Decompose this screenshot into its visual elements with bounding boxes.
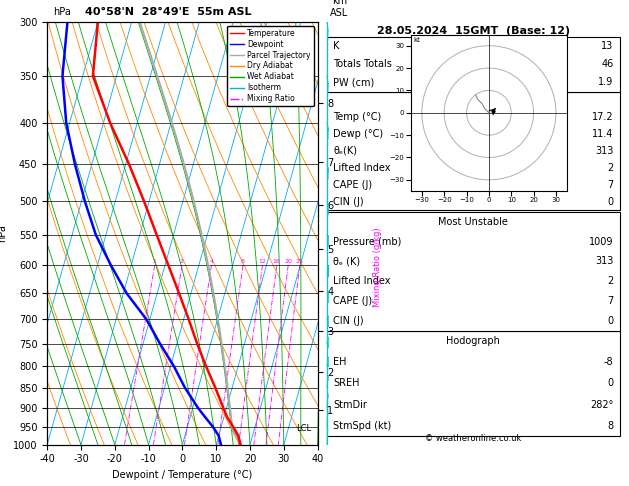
Text: 7: 7 (607, 180, 613, 190)
X-axis label: Dewpoint / Temperature (°C): Dewpoint / Temperature (°C) (113, 470, 252, 480)
Text: 7: 7 (607, 296, 613, 306)
Text: 1009: 1009 (589, 237, 613, 247)
Text: θₑ(K): θₑ(K) (333, 146, 357, 156)
Text: km
ASL: km ASL (330, 0, 348, 17)
Text: 313: 313 (595, 257, 613, 266)
Text: Temp (°C): Temp (°C) (333, 112, 381, 122)
Text: CAPE (J): CAPE (J) (333, 180, 372, 190)
Text: 17.2: 17.2 (592, 112, 613, 122)
Text: K: K (333, 41, 340, 51)
Text: CIN (J): CIN (J) (333, 196, 364, 207)
Text: Dewp (°C): Dewp (°C) (333, 129, 383, 139)
Text: © weatheronline.co.uk: © weatheronline.co.uk (425, 434, 521, 443)
Text: 20: 20 (284, 260, 292, 264)
Text: 8: 8 (608, 421, 613, 431)
Text: 12: 12 (259, 260, 266, 264)
Text: EH: EH (333, 357, 347, 367)
Text: 4: 4 (209, 260, 213, 264)
Text: 1: 1 (153, 260, 157, 264)
Text: 28.05.2024  15GMT  (Base: 12): 28.05.2024 15GMT (Base: 12) (377, 26, 570, 36)
Bar (327, 330, 620, 436)
Text: LCL: LCL (296, 424, 311, 433)
Text: 2: 2 (607, 276, 613, 286)
Text: StmDir: StmDir (333, 399, 367, 410)
Text: 313: 313 (595, 146, 613, 156)
Text: 2: 2 (607, 163, 613, 173)
Text: Pressure (mb): Pressure (mb) (333, 237, 401, 247)
Legend: Temperature, Dewpoint, Parcel Trajectory, Dry Adiabat, Wet Adiabat, Isotherm, Mi: Temperature, Dewpoint, Parcel Trajectory… (228, 26, 314, 106)
Text: 0: 0 (608, 196, 613, 207)
Text: Lifted Index: Lifted Index (333, 276, 391, 286)
Y-axis label: hPa: hPa (0, 225, 8, 242)
Text: 282°: 282° (590, 399, 613, 410)
Bar (327, 92, 620, 210)
Text: Hodograph: Hodograph (447, 336, 500, 346)
Text: 13: 13 (601, 41, 613, 51)
Text: 11.4: 11.4 (592, 129, 613, 139)
Bar (327, 36, 620, 92)
Text: Lifted Index: Lifted Index (333, 163, 391, 173)
Text: -8: -8 (604, 357, 613, 367)
Text: 0: 0 (608, 379, 613, 388)
Text: 2: 2 (180, 260, 184, 264)
Text: CIN (J): CIN (J) (333, 316, 364, 326)
Text: 46: 46 (601, 59, 613, 69)
Text: 25: 25 (296, 260, 304, 264)
Text: 0: 0 (608, 316, 613, 326)
Text: SREH: SREH (333, 379, 360, 388)
Text: kt: kt (413, 37, 420, 43)
Bar (327, 212, 620, 330)
Text: Most Unstable: Most Unstable (438, 217, 508, 227)
Text: 16: 16 (273, 260, 281, 264)
Text: Mixing Ratio (g/kg): Mixing Ratio (g/kg) (372, 227, 382, 307)
Text: 8: 8 (241, 260, 245, 264)
Text: hPa: hPa (53, 7, 71, 17)
Text: StmSpd (kt): StmSpd (kt) (333, 421, 391, 431)
Text: Totals Totals: Totals Totals (333, 59, 392, 69)
Text: PW (cm): PW (cm) (333, 77, 374, 87)
Text: CAPE (J): CAPE (J) (333, 296, 372, 306)
Text: θₑ (K): θₑ (K) (333, 257, 360, 266)
Text: Surface: Surface (455, 95, 492, 105)
Text: 1.9: 1.9 (598, 77, 613, 87)
Text: 40°58'N  28°49'E  55m ASL: 40°58'N 28°49'E 55m ASL (85, 7, 252, 17)
